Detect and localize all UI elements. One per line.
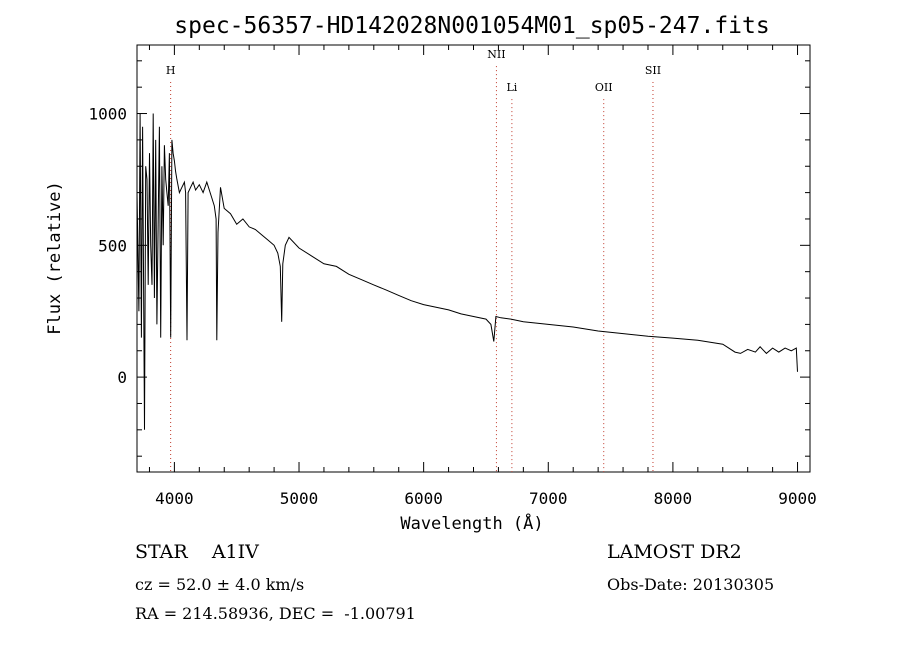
y-tick-label: 1000 — [88, 105, 127, 124]
coordinates: RA = 214.58936, DEC = -1.00791 — [135, 604, 416, 623]
y-tick-label: 500 — [98, 236, 127, 255]
spectrum-line — [136, 113, 798, 430]
x-tick-label: 8000 — [654, 489, 693, 508]
x-tick-labels: 4000 5000 6000 7000 8000 9000 — [155, 489, 817, 508]
star-class: STAR A1IV — [135, 541, 259, 563]
x-axis-label: Wavelength (Å) — [400, 512, 543, 534]
y-tick-labels: 0 500 1000 — [88, 105, 127, 388]
line-label-nii: NII — [487, 48, 505, 61]
emission-line-markers: H NII Li OII SII — [166, 48, 661, 472]
redshift-value: cz = 52.0 ± 4.0 km/s — [135, 575, 305, 594]
axis-ticks — [137, 45, 810, 472]
line-label-h: H — [166, 64, 176, 77]
line-label-oii: OII — [595, 81, 613, 94]
x-tick-label: 9000 — [778, 489, 817, 508]
obs-date: Obs-Date: 20130305 — [607, 575, 775, 594]
chart-title: spec-56357-HD142028N001054M01_sp05-247.f… — [174, 13, 769, 39]
survey-name: LAMOST DR2 — [607, 541, 742, 563]
y-axis-label: Flux (relative) — [45, 181, 65, 335]
y-tick-label: 0 — [117, 368, 127, 387]
x-tick-label: 6000 — [404, 489, 443, 508]
x-tick-label: 5000 — [280, 489, 319, 508]
x-tick-label: 7000 — [529, 489, 568, 508]
line-label-sii: SII — [645, 64, 661, 77]
plot-frame — [136, 44, 811, 473]
line-label-li: Li — [506, 81, 517, 94]
x-tick-label: 4000 — [155, 489, 194, 508]
